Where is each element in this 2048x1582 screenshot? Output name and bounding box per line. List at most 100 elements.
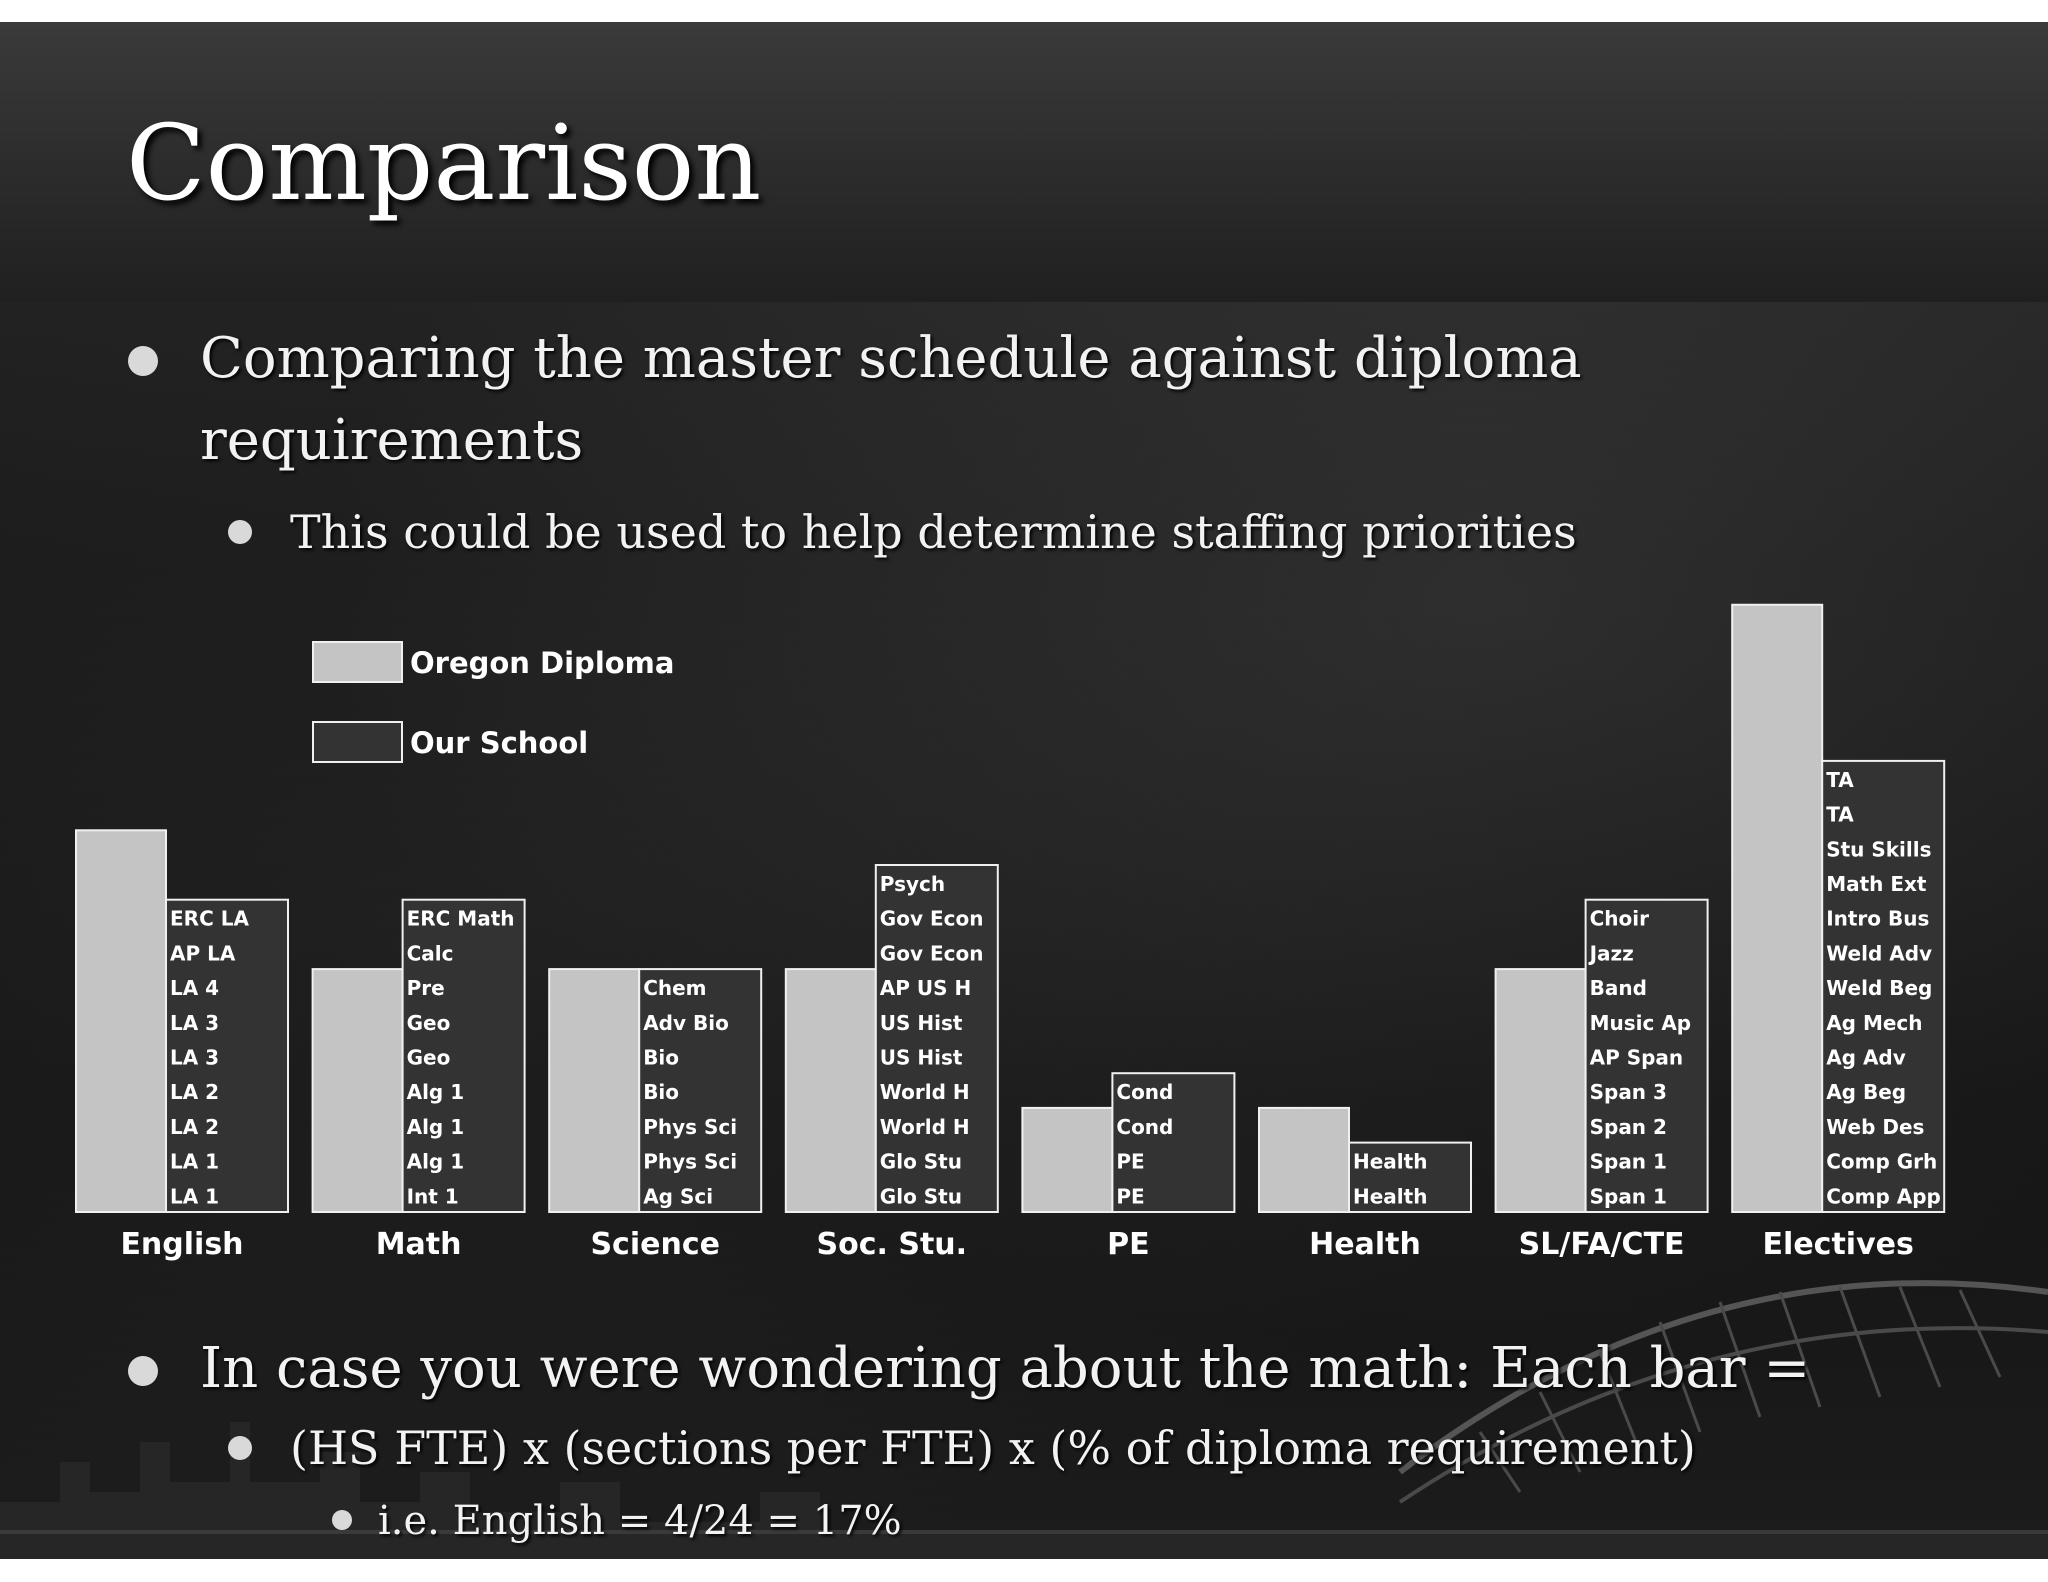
section-label: Calc — [407, 941, 454, 965]
section-label: Phys Sci — [643, 1150, 737, 1174]
section-label: Comp Grh — [1826, 1150, 1937, 1174]
bar-oregon-diploma — [311, 968, 404, 1213]
category-label: Health — [1309, 1227, 1421, 1262]
section-label: Phys Sci — [643, 1115, 737, 1139]
legend-swatch-our-school — [312, 721, 403, 763]
section-label: Psych — [880, 872, 945, 896]
bar-oregon-diploma — [1494, 968, 1587, 1213]
section-label: Cond — [1116, 1115, 1173, 1139]
section-label: Int 1 — [407, 1184, 459, 1208]
section-label: TA — [1826, 768, 1854, 792]
section-label: Span 2 — [1590, 1115, 1667, 1139]
category-label: English — [120, 1227, 243, 1262]
bar-our-school — [401, 898, 526, 1213]
section-label: Ag Beg — [1826, 1080, 1906, 1104]
section-label: Health — [1353, 1184, 1427, 1208]
bridge-skyline-background — [0, 1280, 2048, 1559]
section-label: Ag Mech — [1826, 1011, 1922, 1035]
bar-our-school — [874, 864, 999, 1213]
section-label: LA 1 — [170, 1184, 219, 1208]
bar-our-school — [1111, 1072, 1236, 1214]
section-label: US Hist — [880, 1046, 963, 1070]
section-label: AP Span — [1590, 1046, 1684, 1070]
section-label: Geo — [407, 1046, 451, 1070]
header-band — [0, 22, 2048, 302]
section-label: Cond — [1116, 1080, 1173, 1104]
section-label: Span 1 — [1590, 1184, 1667, 1208]
section-label: Web Des — [1826, 1115, 1924, 1139]
section-label: AP LA — [170, 941, 236, 965]
section-label: Music Ap — [1590, 1011, 1692, 1035]
legend-label: Oregon Diploma — [410, 646, 674, 680]
section-label: Ag Sci — [643, 1184, 713, 1208]
comparison-bar-chart: Oregon Diploma Our School ERC LA AP LA LA 4 L… — [75, 603, 1946, 1262]
section-label: PE — [1116, 1184, 1144, 1208]
bullet-staffing: This could be used to help determine sta… — [290, 505, 1577, 559]
section-label: Chem — [643, 976, 706, 1000]
section-label: Alg 1 — [407, 1115, 465, 1139]
section-label: Span 3 — [1590, 1080, 1667, 1104]
section-label: Alg 1 — [407, 1150, 465, 1174]
section-label: Choir — [1590, 907, 1650, 931]
bar-our-school — [1348, 1141, 1472, 1213]
section-label: LA 2 — [170, 1080, 219, 1104]
section-label: LA 1 — [170, 1150, 219, 1174]
section-label: Band — [1590, 976, 1647, 1000]
category-label: Electives — [1763, 1227, 1914, 1262]
section-label: Weld Beg — [1826, 976, 1932, 1000]
section-label: LA 4 — [170, 976, 219, 1000]
category-label: Soc. Stu. — [817, 1227, 968, 1262]
bar-our-school — [1821, 759, 1946, 1213]
bar-oregon-diploma — [75, 829, 167, 1214]
section-label: World H — [880, 1115, 970, 1139]
bar-oregon-diploma — [548, 968, 641, 1213]
slide-title: Comparison — [126, 102, 762, 224]
bar-oregon-diploma — [784, 968, 877, 1213]
section-label: Weld Adv — [1826, 941, 1932, 965]
bar-our-school — [165, 898, 289, 1213]
bar-oregon-diploma — [1731, 603, 1824, 1213]
section-label: Gov Econ — [880, 941, 984, 965]
section-label: Jazz — [1588, 941, 1634, 965]
legend-swatch-oregon-diploma — [312, 641, 403, 683]
section-label: Glo Stu — [880, 1150, 962, 1174]
section-label: AP US H — [880, 976, 971, 1000]
section-label: Stu Skills — [1826, 837, 1931, 861]
section-label: Span 1 — [1590, 1150, 1667, 1174]
bullet-formula: (HS FTE) x (sections per FTE) x (% of di… — [290, 1421, 1696, 1475]
section-label: US Hist — [880, 1011, 963, 1035]
bullet-dot — [128, 346, 158, 376]
section-label: Alg 1 — [407, 1080, 465, 1104]
section-label: Comp App — [1826, 1184, 1941, 1208]
bar-our-school — [1584, 898, 1709, 1213]
section-label: Math Ext — [1826, 872, 1927, 896]
bullet-dot — [228, 520, 252, 544]
legend-label: Our School — [410, 726, 588, 760]
category-label: Science — [590, 1227, 720, 1262]
section-label: Bio — [643, 1080, 679, 1104]
bar-oregon-diploma — [1021, 1106, 1114, 1213]
bullet-dot — [228, 1436, 252, 1460]
bullet-dot — [128, 1356, 158, 1386]
category-label: SL/FA/CTE — [1519, 1227, 1685, 1262]
section-label: TA — [1826, 803, 1854, 827]
section-label: Intro Bus — [1826, 907, 1929, 931]
section-label: Pre — [407, 976, 445, 1000]
section-label: LA 3 — [170, 1046, 219, 1070]
section-label: Health — [1353, 1150, 1427, 1174]
category-label: Math — [376, 1227, 462, 1262]
section-label: World H — [880, 1080, 970, 1104]
section-label: Bio — [643, 1046, 679, 1070]
section-label: Geo — [407, 1011, 451, 1035]
bullet-math: In case you were wondering about the mat… — [200, 1336, 1811, 1401]
bullet-dot — [332, 1510, 352, 1530]
section-label: Ag Adv — [1826, 1046, 1906, 1070]
section-label: Adv Bio — [643, 1011, 729, 1035]
section-label: Gov Econ — [880, 907, 984, 931]
section-label: PE — [1116, 1150, 1144, 1174]
section-label: ERC LA — [170, 907, 249, 931]
bar-our-school — [638, 968, 763, 1213]
category-label: PE — [1107, 1227, 1149, 1262]
section-label: Glo Stu — [880, 1184, 962, 1208]
section-label: ERC Math — [407, 907, 515, 931]
